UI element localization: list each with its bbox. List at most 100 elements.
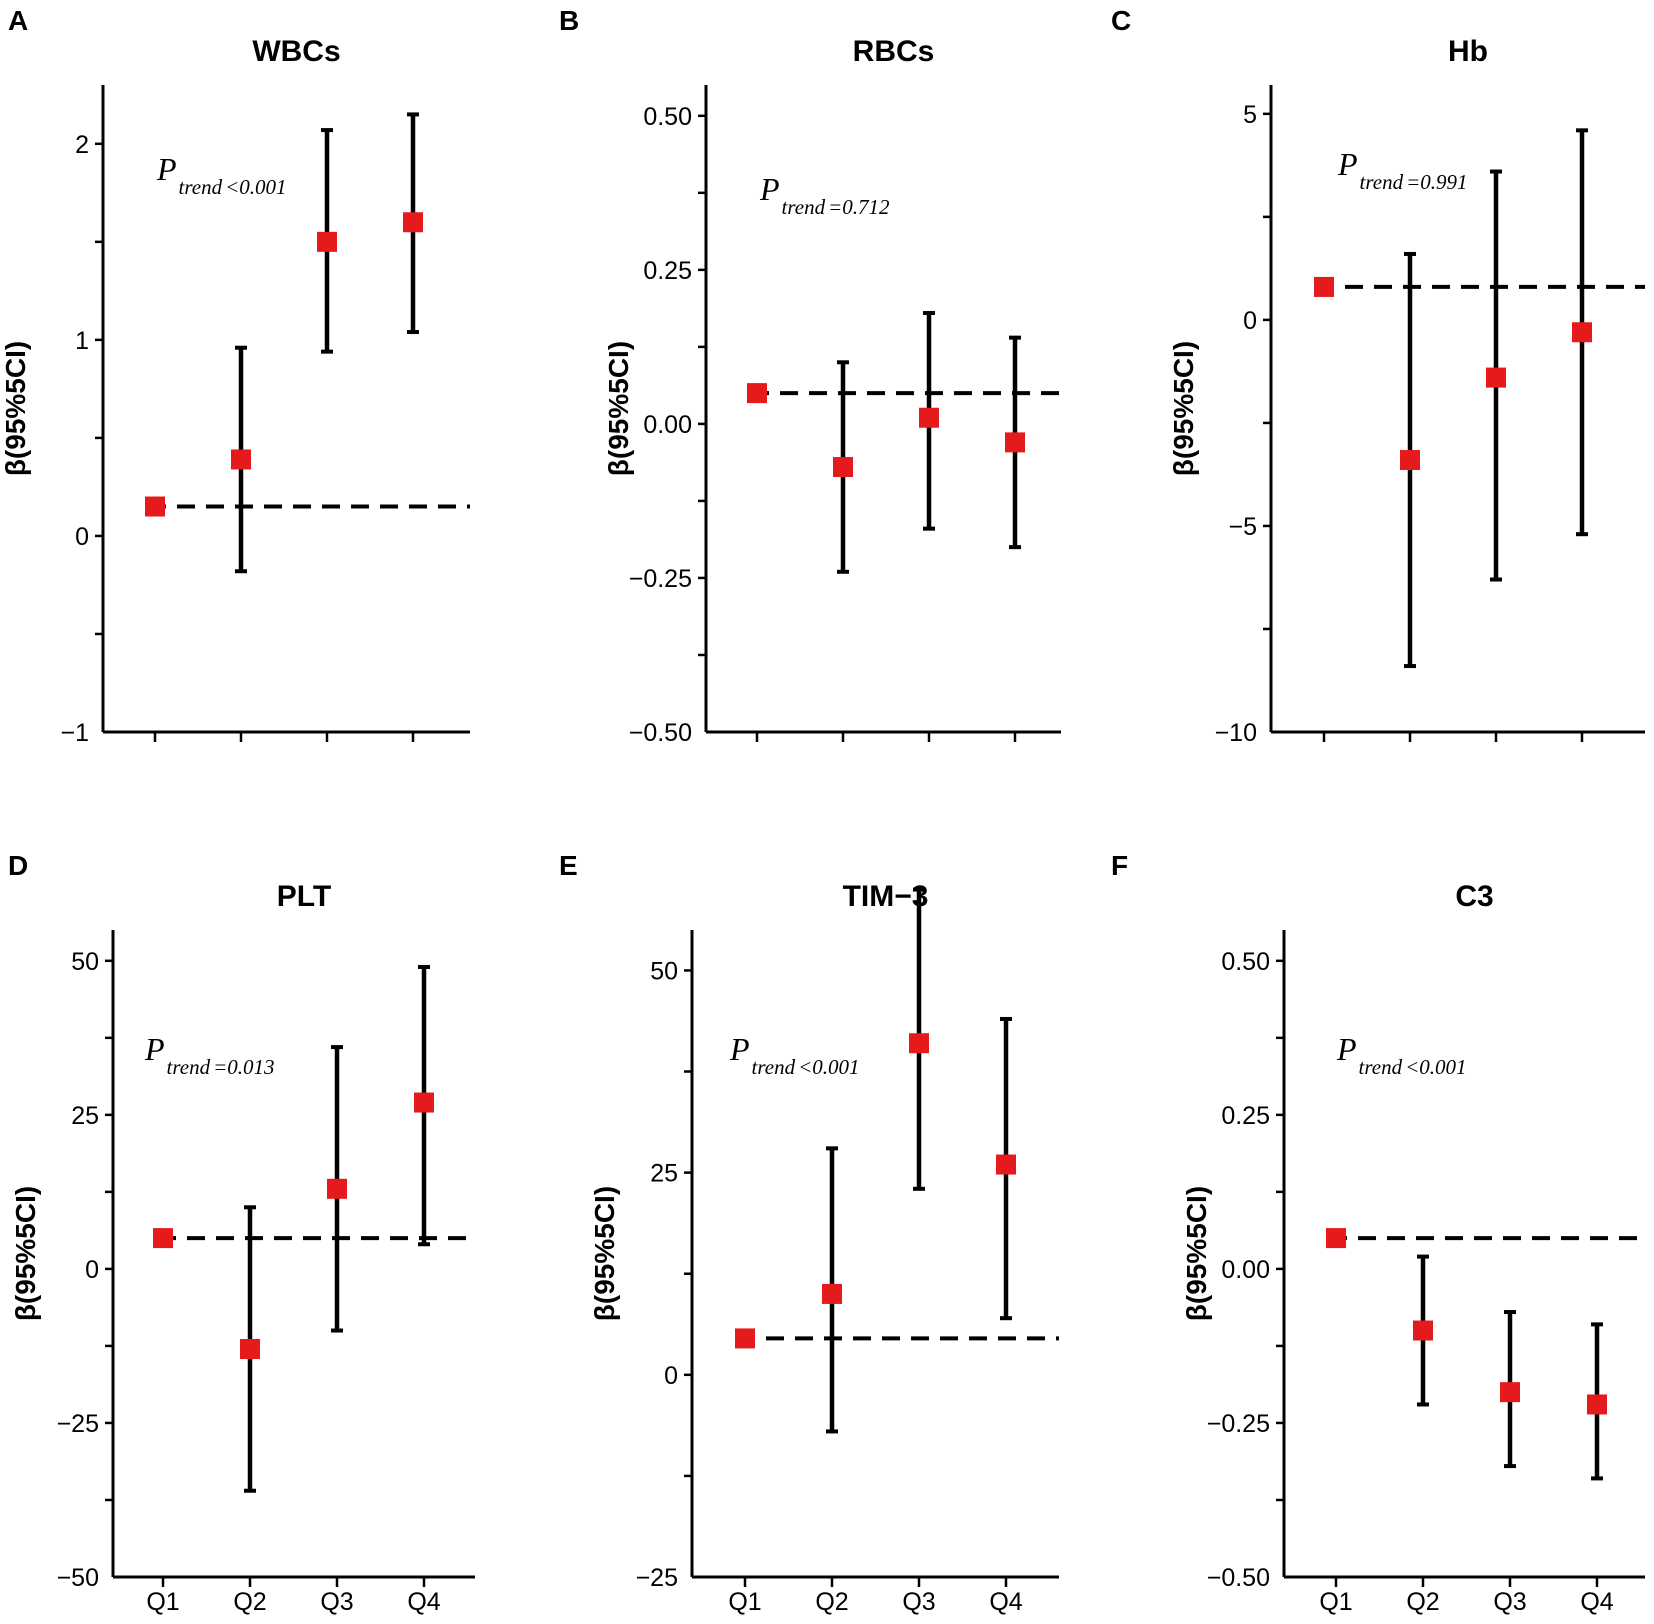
panel-letter: D	[8, 850, 28, 881]
y-tick-label: −1	[60, 719, 89, 747]
y-tick-label: −50	[57, 1564, 99, 1592]
x-tick-label: Q3	[320, 1588, 353, 1616]
p-trend-annotation: Ptrend =0.013	[144, 1031, 275, 1079]
p-trend-value: =0.013	[213, 1055, 274, 1079]
point-estimate-marker	[1314, 276, 1334, 297]
p-trend-sub: trend	[167, 1055, 211, 1079]
point-estimate-marker	[747, 383, 767, 404]
panel-title: Hb	[1448, 35, 1488, 68]
x-tick-label: Q2	[233, 1588, 266, 1616]
p-trend-main: P	[729, 1031, 750, 1067]
x-tick-label: Q1	[1319, 1588, 1352, 1616]
p-trend-value: <0.001	[225, 175, 286, 199]
y-tick-label: 0.50	[643, 103, 692, 131]
y-axis-label: β(95%5CI)	[589, 1186, 620, 1321]
x-tick-label: Q4	[407, 1588, 440, 1616]
y-tick-label: 0.25	[1221, 1102, 1270, 1130]
panel-letter: A	[8, 5, 28, 36]
p-trend-value: =0.991	[1406, 170, 1467, 194]
point-estimate-marker	[414, 1092, 434, 1113]
p-trend-annotation: Ptrend <0.001	[156, 151, 287, 199]
point-estimate-marker	[919, 407, 939, 428]
y-tick-label: −25	[57, 1410, 99, 1438]
y-tick-label: 5	[1243, 101, 1257, 129]
y-axis-label: β(95%5CI)	[1168, 341, 1199, 476]
p-trend-value: =0.712	[828, 195, 890, 219]
y-tick-label: 0	[85, 1256, 99, 1284]
panel-title: C3	[1455, 880, 1493, 913]
y-tick-label: 0	[664, 1362, 678, 1390]
p-trend-annotation: Ptrend <0.001	[729, 1031, 860, 1079]
point-estimate-marker	[153, 1228, 173, 1249]
panel-a: A WBCs −1 0 1 2 β(95%5CI) Ptrend <0.001	[0, 5, 470, 747]
x-tick-label: Q2	[815, 1588, 848, 1616]
panel-letter: F	[1111, 850, 1128, 881]
y-axis-label: β(95%5CI)	[603, 341, 634, 476]
p-trend-sub: trend	[179, 175, 223, 199]
panel-title: WBCs	[252, 35, 340, 68]
p-trend-main: P	[1336, 1031, 1357, 1067]
p-trend-sub: trend	[782, 195, 826, 219]
p-trend-main: P	[156, 151, 177, 187]
y-axis-label: β(95%5CI)	[1181, 1186, 1212, 1321]
point-estimate-marker	[735, 1328, 755, 1349]
x-tick-label: Q4	[989, 1588, 1022, 1616]
point-estimate-marker	[240, 1339, 260, 1360]
y-tick-label: 0.25	[643, 257, 692, 285]
panel-e: E TIM−3 −25 0 25 50 β(95%5CI) Q1 Q2 Q3 Q4 Ptrend <0.…	[559, 850, 1059, 1616]
y-tick-label: −10	[1215, 719, 1257, 747]
y-tick-label: −0.50	[629, 719, 692, 747]
p-trend-main: P	[759, 171, 780, 207]
p-trend-value: <0.001	[798, 1055, 859, 1079]
p-trend-annotation: Ptrend =0.991	[1337, 146, 1468, 194]
panel-letter: E	[559, 850, 578, 881]
point-estimate-marker	[1400, 450, 1420, 471]
y-axis-label: β(95%5CI)	[10, 1186, 41, 1321]
point-estimate-marker	[1413, 1320, 1433, 1341]
x-tick-label: Q4	[1580, 1588, 1613, 1616]
panel-title: TIM−3	[843, 880, 929, 913]
panel-title: PLT	[277, 880, 331, 913]
p-trend-sub: trend	[1359, 1055, 1403, 1079]
panel-c: C Hb −10 −5 0 5 β(95%5CI) Ptrend =0.991	[1111, 5, 1645, 747]
point-estimate-marker	[909, 1033, 929, 1054]
panel-letter: B	[559, 5, 579, 36]
x-tick-label: Q1	[728, 1588, 761, 1616]
y-tick-label: 25	[71, 1102, 99, 1130]
y-tick-label: 50	[650, 957, 678, 985]
point-estimate-marker	[1587, 1394, 1607, 1415]
point-estimate-marker	[1500, 1382, 1520, 1403]
p-trend-main: P	[144, 1031, 165, 1067]
point-estimate-marker	[822, 1283, 842, 1304]
point-estimate-marker	[403, 212, 423, 233]
p-trend-value: <0.001	[1405, 1055, 1466, 1079]
p-trend-sub: trend	[1360, 170, 1404, 194]
p-trend-annotation: Ptrend <0.001	[1336, 1031, 1467, 1079]
y-tick-label: −0.25	[1207, 1410, 1270, 1438]
y-tick-label: 0.00	[643, 411, 692, 439]
p-trend-annotation: Ptrend =0.712	[759, 171, 890, 219]
p-trend-main: P	[1337, 146, 1358, 182]
point-estimate-marker	[1486, 367, 1506, 388]
y-axis-label: β(95%5CI)	[0, 341, 31, 476]
x-tick-label: Q3	[902, 1588, 935, 1616]
y-tick-label: 0.00	[1221, 1256, 1270, 1284]
panel-letter: C	[1111, 5, 1131, 36]
point-estimate-marker	[317, 231, 337, 252]
point-estimate-marker	[1572, 322, 1592, 343]
y-tick-label: 25	[650, 1160, 678, 1188]
x-tick-label: Q2	[1406, 1588, 1439, 1616]
p-trend-sub: trend	[752, 1055, 796, 1079]
y-tick-label: 2	[75, 131, 89, 159]
x-tick-label: Q1	[146, 1588, 179, 1616]
panel-f: F C3 −0.50 −0.25 0.00 0.25 0.50 β(95%5CI) Q1 Q2 Q3…	[1111, 850, 1645, 1616]
x-tick-label: Q3	[1493, 1588, 1526, 1616]
point-estimate-marker	[1005, 432, 1025, 453]
point-estimate-marker	[231, 449, 251, 470]
y-tick-label: −25	[636, 1564, 678, 1592]
y-tick-label: −0.25	[629, 565, 692, 593]
y-tick-label: 0	[75, 523, 89, 551]
point-estimate-marker	[327, 1178, 347, 1199]
y-tick-label: 50	[71, 948, 99, 976]
